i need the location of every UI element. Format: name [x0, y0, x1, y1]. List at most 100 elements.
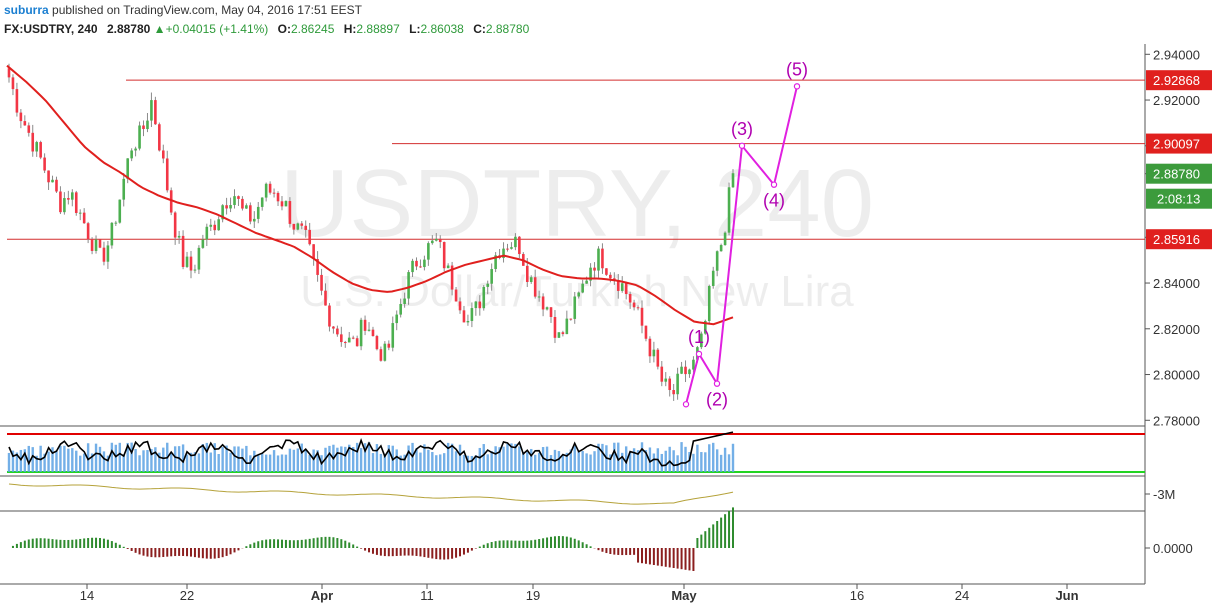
open-label: O: [277, 22, 291, 36]
rsi-bar [712, 442, 715, 472]
time-axis[interactable]: 14 22 Apr 11 19 May 16 24 Jun [80, 584, 1079, 603]
candle-body [581, 283, 584, 293]
rsi-bar [557, 451, 561, 472]
rsi-bar [181, 444, 185, 472]
macd-bar [225, 548, 228, 556]
candle-body [707, 285, 711, 321]
rsi-bar [75, 450, 78, 472]
candle-body [719, 245, 723, 252]
candle-body [74, 192, 78, 213]
macd-bar [478, 546, 481, 548]
macd-bar [273, 539, 276, 548]
macd-bar [328, 536, 331, 548]
macd-bar [15, 543, 18, 548]
macd-bar [51, 539, 54, 548]
candle-body [458, 301, 462, 311]
rsi-bar [59, 445, 62, 472]
rsi-bar [680, 442, 683, 472]
rsi-bar [316, 450, 319, 472]
rsi-bar [399, 455, 402, 472]
rsi-bar [27, 445, 30, 472]
candle-body [90, 239, 94, 251]
high-value: 2.88897 [356, 22, 400, 36]
macd-bar [553, 536, 556, 548]
rsi-bar [632, 448, 636, 472]
author-link[interactable]: suburra [4, 3, 49, 17]
macd-bar [387, 548, 390, 557]
candle-body [434, 238, 438, 241]
macd-bar [245, 546, 248, 548]
candle-body [680, 366, 683, 374]
candle-body [423, 259, 426, 268]
candle-body [593, 267, 596, 271]
macd-bar [660, 548, 663, 567]
candle-body [387, 343, 391, 348]
macd-bar [573, 538, 576, 548]
candle-body [280, 201, 284, 207]
candle-body [723, 232, 727, 246]
macd-bar [150, 548, 153, 558]
rsi-bar [478, 447, 481, 472]
rsi-bar [134, 449, 137, 472]
candle-body [450, 265, 454, 290]
rsi-bar [510, 443, 513, 472]
price-tag [1146, 188, 1212, 209]
candle-body [419, 266, 422, 268]
macd-bar [182, 548, 185, 556]
rsi-bar [146, 450, 149, 472]
rsi-bar [565, 452, 569, 472]
rsi-bar [308, 454, 311, 472]
price-tick-label: 2.92000 [1153, 93, 1200, 108]
macd-bar [134, 548, 137, 553]
rsi-bar [526, 452, 529, 472]
rsi-bar [652, 453, 656, 472]
macd-bar [550, 536, 553, 548]
macd-bar [296, 540, 299, 548]
rsi-bar [395, 449, 398, 472]
candle-body [193, 269, 197, 271]
candle-body [340, 334, 343, 343]
macd-bar [700, 534, 703, 548]
macd-bar [684, 548, 687, 570]
candle-body [31, 132, 35, 152]
ma-line [6, 64, 734, 326]
time-tick-label: May [671, 588, 697, 603]
candle-body [407, 272, 410, 299]
rsi-bar [719, 454, 723, 472]
candle-body [142, 125, 145, 130]
candle-body [379, 349, 383, 361]
price-tick-label: 2.94000 [1153, 47, 1200, 62]
candle-body [664, 378, 668, 382]
price-axis[interactable]: 2.940002.920002.900002.887802.860002.840… [1145, 47, 1212, 428]
rsi-bar [205, 442, 209, 472]
symbol-label[interactable]: FX:USDTRY, 240 [4, 22, 98, 36]
rsi-bar [197, 453, 201, 472]
macd-bar [621, 548, 624, 556]
rsi-bar [233, 446, 236, 472]
rsi-bar [257, 454, 260, 472]
rsi-bar [723, 447, 727, 472]
low-label: L: [409, 22, 421, 36]
candle-body [114, 222, 118, 224]
candle-body [39, 142, 42, 158]
price-tag [1146, 163, 1212, 184]
rsi-bar [55, 451, 58, 472]
macd-bar [712, 524, 715, 548]
candle-body [23, 121, 27, 126]
rsi-bar [636, 450, 640, 472]
rsi-bar [51, 447, 54, 472]
rsi-bar [514, 443, 517, 472]
time-tick-label: 22 [180, 588, 194, 603]
macd-bar [605, 548, 608, 554]
rsi-bar [114, 444, 118, 472]
rsi-bar [613, 442, 616, 472]
macd-bar [672, 548, 675, 568]
macd-bar [427, 548, 430, 558]
price-tag-label: 2.88780 [1153, 167, 1200, 182]
candle-body [589, 267, 592, 281]
candle-body [300, 223, 304, 226]
candle-body [454, 289, 458, 302]
macd-bar [265, 539, 268, 548]
wave-label: (4) [763, 191, 785, 211]
